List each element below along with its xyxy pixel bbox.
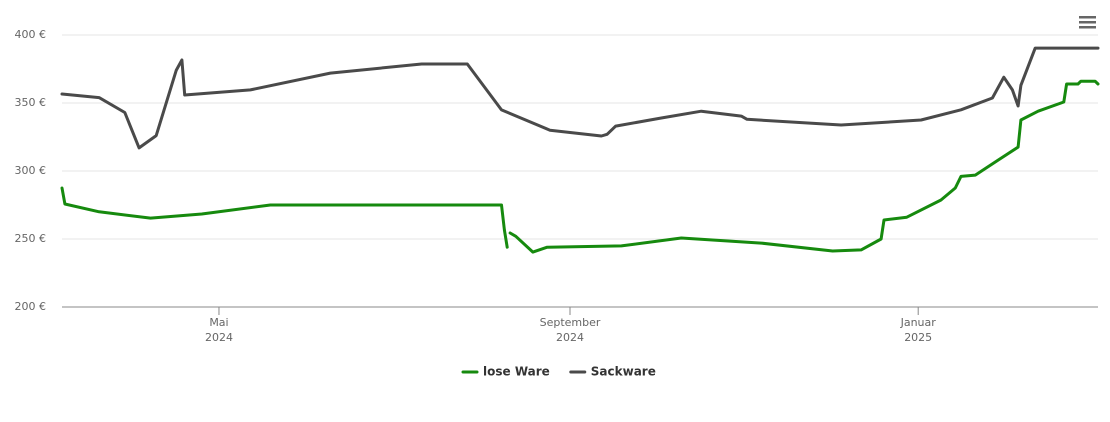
y-tick-label: 300 €	[15, 164, 47, 177]
x-tick-label: Januar	[900, 316, 937, 329]
y-tick-label: 350 €	[15, 96, 47, 109]
series-line	[60, 46, 1100, 150]
menu-bar	[1079, 21, 1096, 24]
x-tick-label: 2024	[556, 331, 584, 344]
y-tick-label: 400 €	[15, 28, 47, 41]
legend-item[interactable]: Sackware	[569, 365, 656, 379]
y-tick-label: 250 €	[15, 232, 47, 245]
x-tick-label: 2025	[904, 331, 932, 344]
legend-label: Sackware	[591, 365, 656, 379]
menu-bar	[1079, 16, 1096, 19]
legend-label: lose Ware	[483, 365, 550, 379]
x-tick-label: 2024	[205, 331, 233, 344]
x-tick-label: Mai	[209, 316, 228, 329]
x-tick-label: September	[540, 316, 601, 329]
series-line	[60, 79, 1100, 254]
legend-item[interactable]: lose Ware	[461, 365, 550, 379]
menu-bar	[1079, 26, 1096, 29]
menu-icon[interactable]	[1079, 16, 1096, 29]
y-tick-label: 200 €	[15, 300, 47, 313]
